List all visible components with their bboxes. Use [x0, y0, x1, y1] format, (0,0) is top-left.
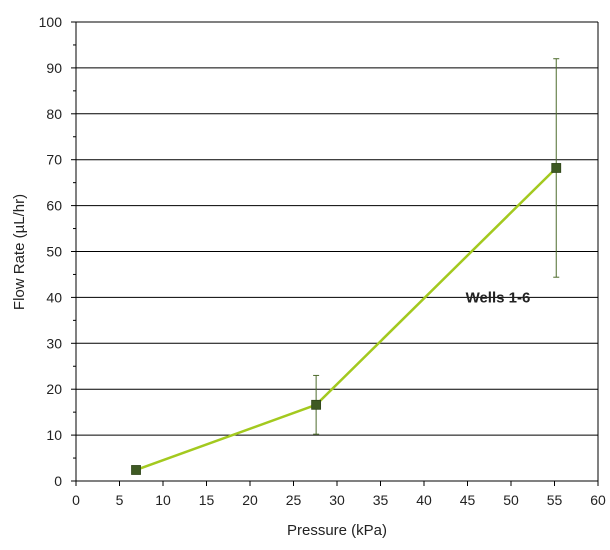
- x-tick-label: 20: [242, 492, 258, 508]
- x-tick-label: 60: [590, 492, 606, 508]
- x-tick-label: 5: [116, 492, 124, 508]
- series-layer: [131, 58, 562, 475]
- y-tick-label: 50: [46, 244, 62, 260]
- y-tick-label: 30: [46, 335, 62, 351]
- series-annotation: Wells 1-6: [466, 289, 531, 306]
- x-tick-label: 45: [460, 492, 476, 508]
- y-tick-label: 60: [46, 198, 62, 214]
- x-tick-label: 30: [329, 492, 345, 508]
- x-tick-label: 10: [155, 492, 171, 508]
- y-tick-label: 100: [39, 14, 63, 30]
- series-line: [135, 167, 558, 472]
- x-tick-label: 40: [416, 492, 432, 508]
- y-axis-title: Flow Rate (µL/hr): [11, 194, 28, 310]
- x-tick-label: 0: [72, 492, 80, 508]
- y-tick-label: 20: [46, 381, 62, 397]
- x-tick-label: 15: [199, 492, 215, 508]
- data-point-marker: [131, 465, 141, 475]
- x-tick-label: 50: [503, 492, 519, 508]
- y-tick-label: 80: [46, 106, 62, 122]
- x-tick-label: 55: [547, 492, 563, 508]
- y-tick-label: 10: [46, 427, 62, 443]
- y-tick-label: 70: [46, 152, 62, 168]
- data-point-marker: [551, 163, 562, 173]
- x-tick-label: 35: [373, 492, 389, 508]
- y-tick-label: 40: [46, 289, 62, 305]
- ticks-layer: 0 10 20 30 40 50 60 70 80 90 100 0 5 10 15 20 25 30 35 40 45…: [39, 14, 606, 508]
- y-tick-label: 90: [46, 60, 62, 76]
- grid-layer: [76, 21, 598, 436]
- data-point-marker: [311, 399, 322, 410]
- labels-layer: Pressure (kPa) Flow Rate (µL/hr) Wells 1…: [11, 194, 530, 539]
- x-tick-label: 25: [286, 492, 302, 508]
- x-axis-title: Pressure (kPa): [287, 522, 387, 539]
- y-tick-label: 0: [54, 473, 62, 489]
